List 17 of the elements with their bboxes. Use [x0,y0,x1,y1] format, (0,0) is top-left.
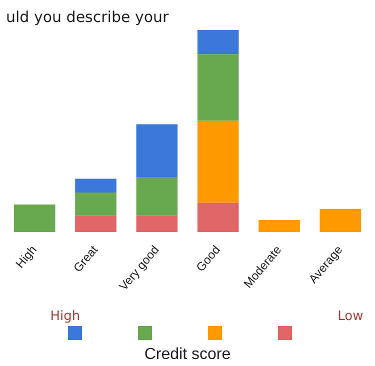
chart-title: uld you describe your [5,7,170,28]
bar [320,208,362,232]
bar [136,216,178,232]
bar [258,220,300,232]
bar [197,120,239,203]
text: Low [338,309,364,324]
bar [75,178,116,193]
bar [136,176,178,216]
bar [75,192,116,216]
bar [197,202,239,232]
x-axis-title: Credit score [144,346,231,363]
bar [197,30,239,54]
bar [197,54,239,121]
text: High [50,309,80,324]
bar [75,216,116,232]
bar [14,204,56,232]
bar [136,124,178,177]
